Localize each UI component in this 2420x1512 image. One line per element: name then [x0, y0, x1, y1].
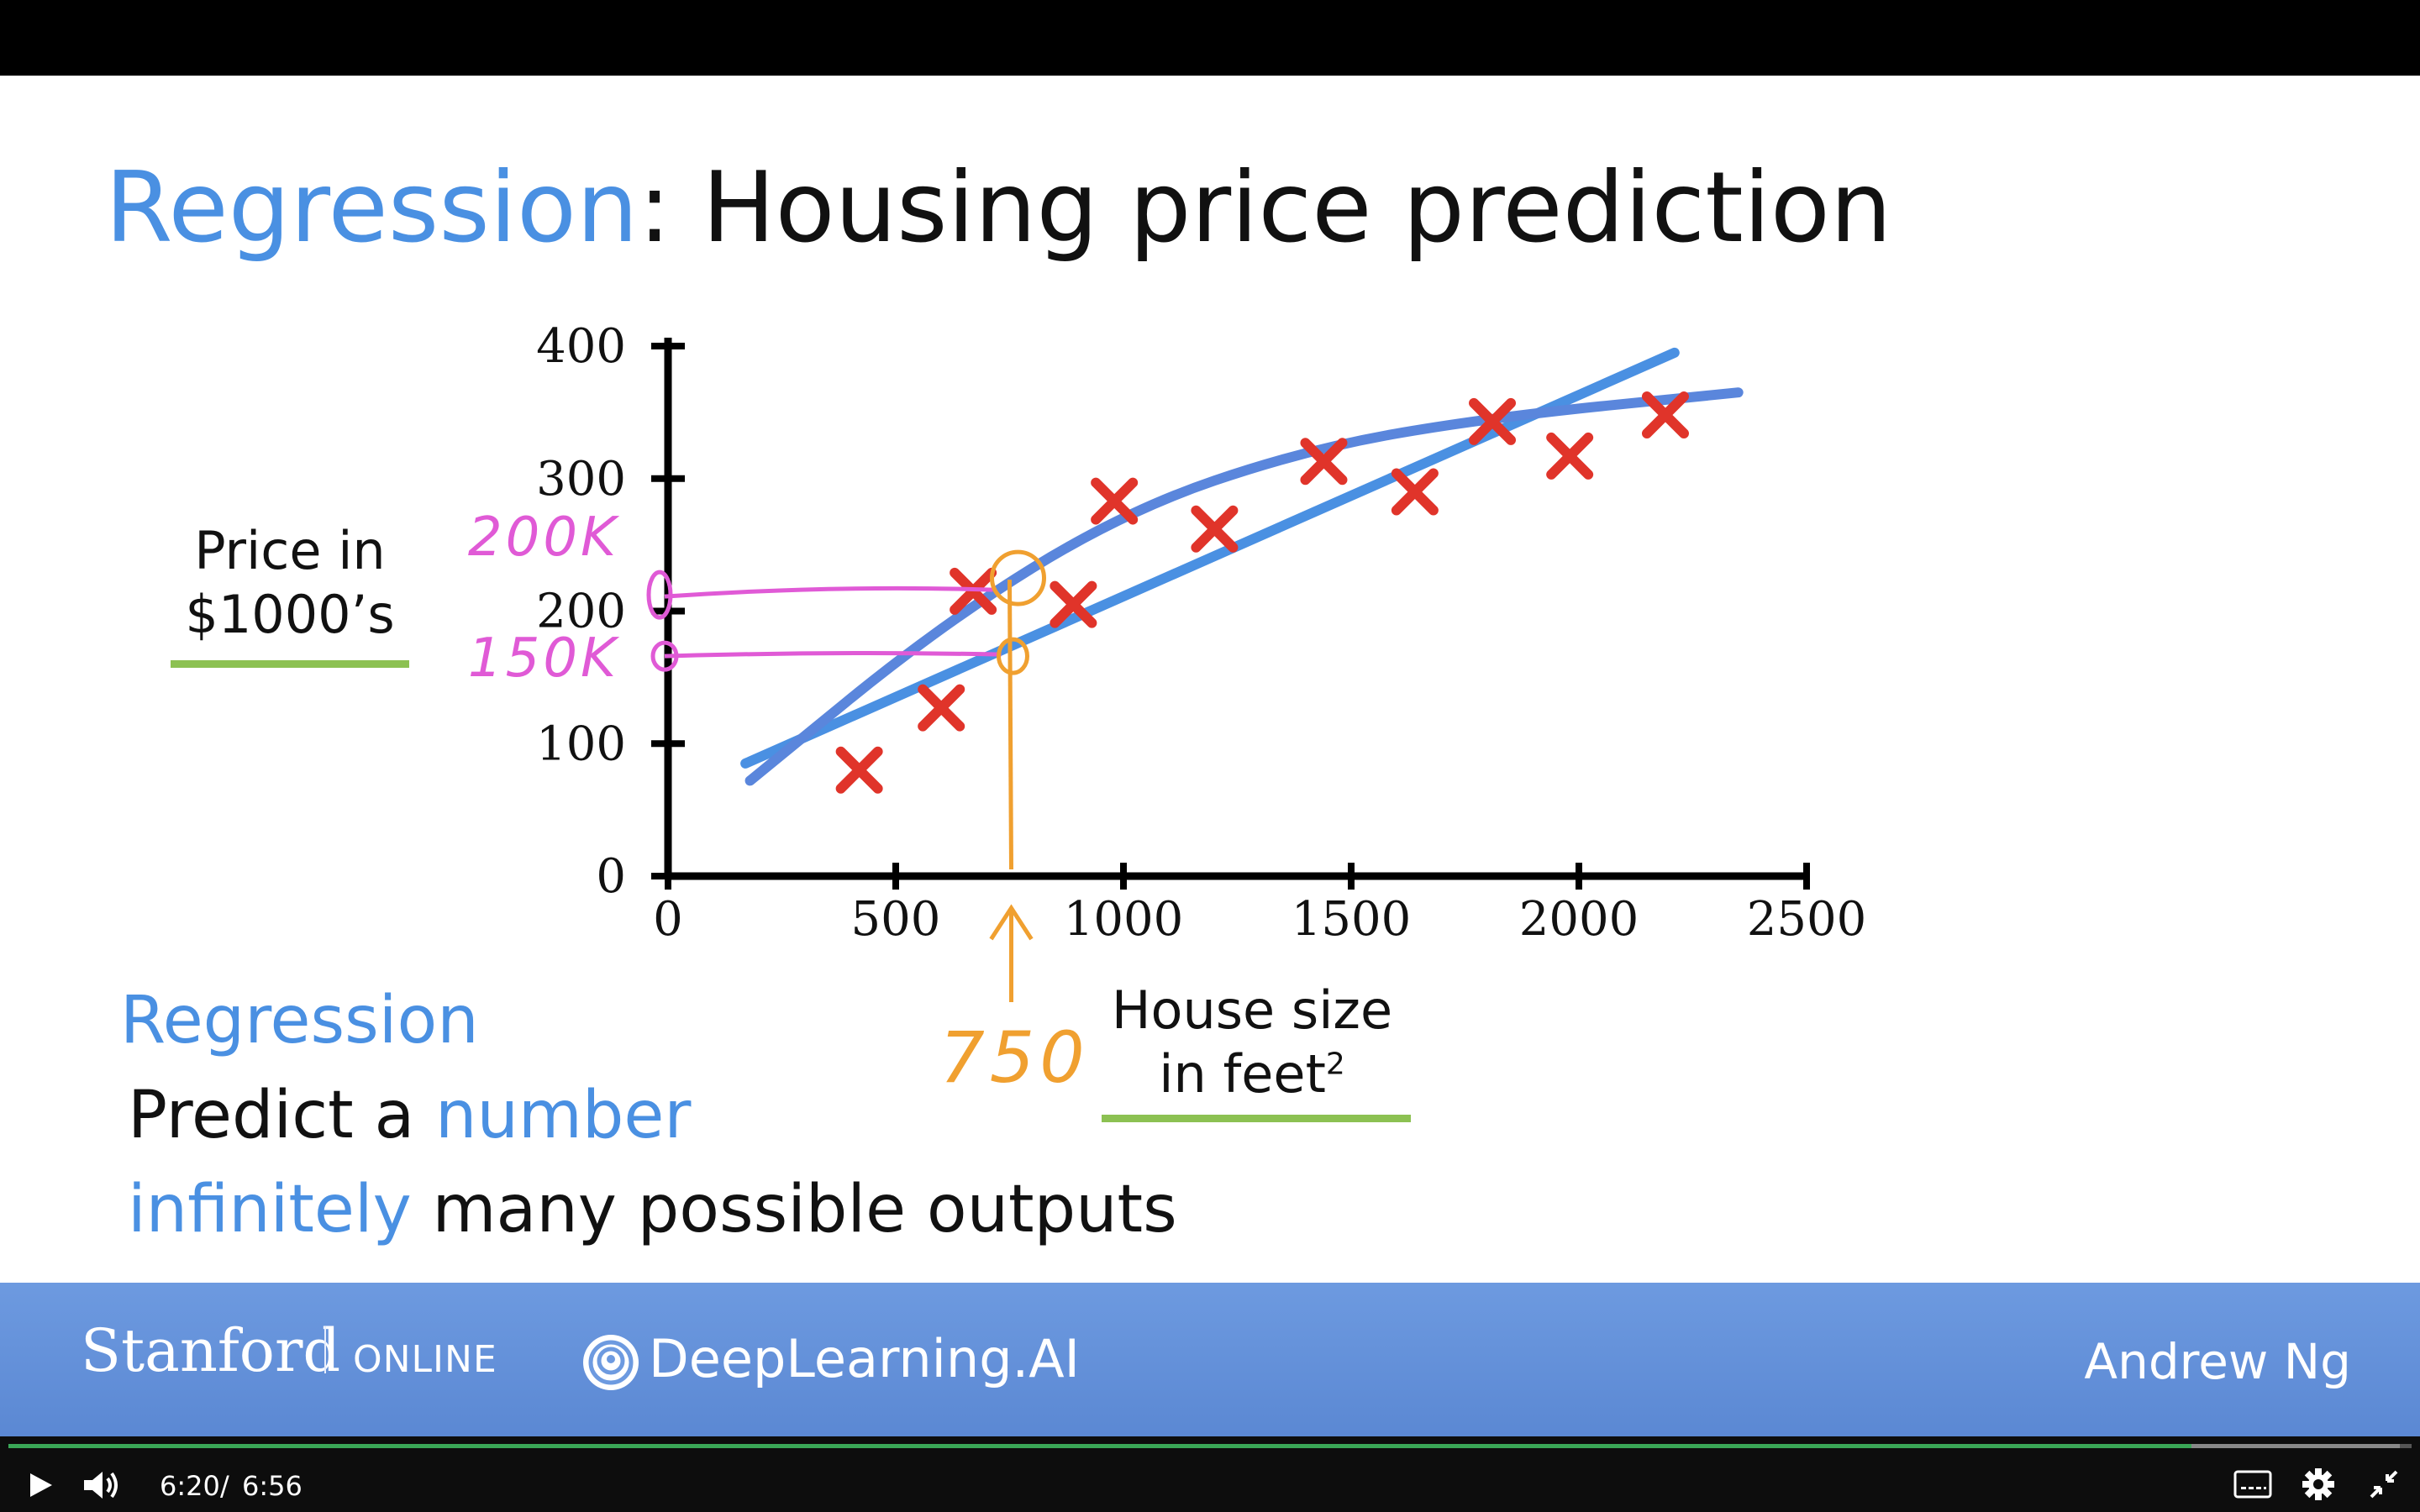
exit-fullscreen-icon[interactable]	[2368, 1468, 2400, 1500]
play-icon[interactable]	[25, 1470, 55, 1500]
chart-axes	[664, 338, 1810, 880]
y-axis-label-underline	[171, 660, 409, 668]
data-point-3	[1050, 580, 1097, 628]
title-rest: : Housing price prediction	[638, 151, 1892, 265]
data-point-8	[1469, 397, 1517, 445]
data-point-stroke-b	[1546, 432, 1594, 480]
annotation-line-200k	[664, 585, 993, 599]
title-highlight: Regression	[105, 151, 639, 265]
annotation-arrow-head	[989, 904, 1034, 941]
x-tick-label-2500: 2500	[1747, 892, 1867, 947]
x-tick-label-2000: 2000	[1519, 892, 1639, 947]
stanford-logo-text: Stanford	[81, 1316, 341, 1385]
regression-line1: Predict a number	[128, 1078, 691, 1153]
fit-lines	[740, 347, 1744, 786]
line2-text-b: many possible outputs	[411, 1172, 1177, 1247]
line2-text-a: infinitely	[128, 1172, 412, 1247]
slide-footer-banner: Stanford ONLINE DeepLearning.AI Andrew N…	[0, 1283, 2420, 1436]
housing-price-chart: 0 500 1000 1500 2000 2500 0 100 200 300 400 200K 15…	[468, 319, 1866, 1099]
x-axis-label-underline	[1102, 1115, 1411, 1122]
hand-annotations: 200K 150K 750	[468, 507, 1089, 1099]
annotation-200k: 200K	[468, 507, 620, 569]
data-point-stroke-b	[1391, 468, 1439, 516]
chart-ticks: 0 500 1000 1500 2000 2500 0 100 200 300 400	[536, 319, 1866, 947]
x-axis-label-line2: in feet2	[1084, 1042, 1420, 1106]
data-point-stroke-b	[1469, 397, 1517, 445]
data-point-stroke-b	[1300, 438, 1348, 486]
progress-played	[8, 1444, 2192, 1448]
y-tick-label-200: 200	[536, 585, 626, 639]
video-frame-slide[interactable]: Regression: Housing price prediction Pri…	[0, 76, 2420, 1283]
y-tick-label-300: 300	[536, 452, 626, 507]
line1-text-a: Predict a	[128, 1078, 436, 1153]
progress-bar[interactable]	[8, 1444, 2412, 1448]
data-point-5	[1191, 505, 1239, 553]
x-tick-label-500: 500	[851, 892, 941, 947]
fit-line-curve	[744, 387, 1744, 786]
data-point-stroke-b	[835, 746, 883, 794]
y-axis-label-line1: Price in	[194, 520, 386, 581]
x-tick-label-1500: 1500	[1292, 892, 1412, 947]
online-logo-text: ONLINE	[353, 1338, 497, 1381]
logo-divider	[324, 1326, 326, 1373]
data-point-stroke-b	[918, 684, 965, 732]
y-axis-label-line2: $1000’s	[185, 583, 395, 645]
data-point-stroke-b	[1641, 391, 1689, 439]
slide-title: Regression: Housing price prediction	[105, 155, 1891, 262]
author-name: Andrew Ng	[2084, 1333, 2351, 1390]
annotation-line-150k	[664, 651, 1002, 659]
data-point-10	[1641, 391, 1689, 439]
time-total: 6:56	[242, 1470, 302, 1502]
regression-line2: infinitely many possible outputs	[128, 1172, 1177, 1247]
time-current: 6:20	[160, 1470, 220, 1502]
annotation-circle-200k	[646, 570, 673, 620]
y-tick-label-400: 400	[536, 319, 626, 374]
annotation-circle-150k	[650, 640, 679, 672]
y-axis-label: Price in $1000’s	[160, 519, 420, 646]
volume-icon[interactable]	[82, 1468, 121, 1502]
data-point-6	[1300, 438, 1348, 486]
annotation-circle-curve	[990, 549, 1046, 606]
x-tick-label-1000: 1000	[1064, 892, 1184, 947]
x-axis-label-text: in feet	[1159, 1042, 1326, 1105]
data-point-1	[918, 684, 965, 732]
x-axis-label-sup: 2	[1325, 1046, 1345, 1081]
data-point-stroke-b	[1050, 580, 1097, 628]
annotation-150k: 150K	[468, 627, 620, 690]
annotation-vertical-750	[1007, 580, 1013, 870]
deeplearning-logo-icon	[583, 1335, 639, 1390]
regression-heading: Regression	[120, 983, 479, 1058]
video-player-controls: 6:20 / 6:56	[0, 1436, 2420, 1512]
data-point-stroke-b	[1091, 477, 1139, 525]
data-point-4	[1091, 477, 1139, 525]
captions-icon[interactable]	[2233, 1470, 2272, 1499]
x-tick-label-0: 0	[653, 892, 683, 947]
progress-buffered	[2191, 1444, 2400, 1448]
data-point-9	[1546, 432, 1594, 480]
data-points	[835, 391, 1689, 794]
y-tick-label-100: 100	[536, 717, 626, 771]
data-point-0	[835, 746, 883, 794]
annotation-circle-line	[997, 637, 1029, 675]
gear-icon[interactable]	[2301, 1467, 2336, 1502]
x-axis-label: House size in feet2	[1084, 979, 1420, 1105]
line1-text-b: number	[435, 1078, 692, 1153]
annotation-750: 750	[939, 1016, 1089, 1099]
data-point-7	[1391, 468, 1439, 516]
y-tick-label-0: 0	[596, 849, 626, 904]
time-separator: /	[220, 1470, 229, 1502]
deeplearning-logo-text: DeepLearning.AI	[649, 1328, 1080, 1389]
x-axis-label-line1: House size	[1111, 979, 1393, 1041]
data-point-stroke-b	[1191, 505, 1239, 553]
fit-line-straight	[740, 347, 1680, 769]
video-top-bar	[0, 0, 2420, 76]
